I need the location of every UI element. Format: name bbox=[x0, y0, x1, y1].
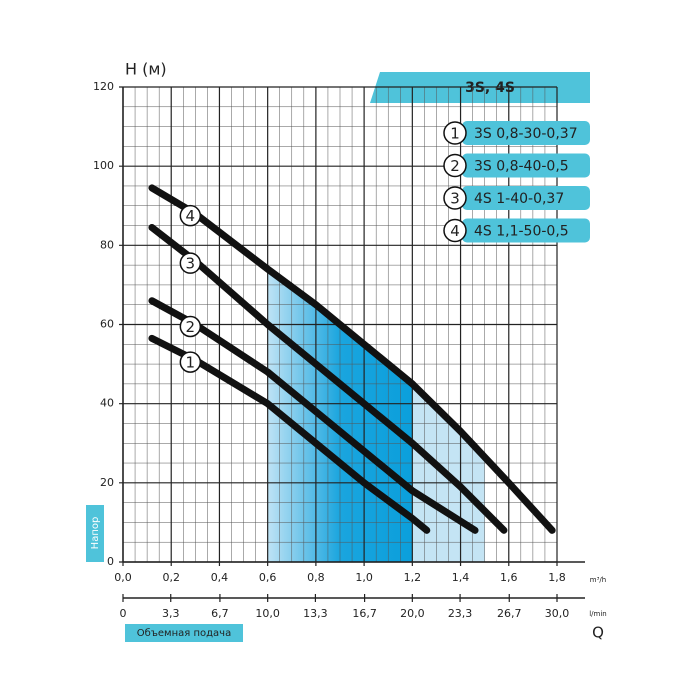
x2-unit: l/min bbox=[589, 610, 607, 618]
chart-title: 3S, 4S bbox=[465, 80, 515, 96]
x2-tick-label: 30,0 bbox=[545, 607, 570, 620]
x-tick-label: 1,6 bbox=[500, 571, 518, 584]
x-unit: m³/h bbox=[590, 576, 606, 584]
y-side-label-box bbox=[86, 505, 104, 562]
x-tick-label: 0,6 bbox=[259, 571, 277, 584]
pump-curve bbox=[148, 184, 556, 534]
legend-marker bbox=[443, 121, 467, 145]
x2-tick-label: 16,7 bbox=[352, 607, 377, 620]
x2-tick-label: 26,7 bbox=[497, 607, 522, 620]
legend-marker-label: 1 bbox=[450, 125, 460, 143]
y-tick-label: 20 bbox=[100, 476, 114, 489]
legend-box bbox=[462, 121, 590, 145]
x2-tick-label: 0 bbox=[120, 607, 127, 620]
curve-marker-label: 2 bbox=[186, 318, 196, 336]
legend-label: 4S 1-40-0,37 bbox=[474, 191, 564, 207]
pump-curve bbox=[148, 224, 508, 534]
y-tick-label: 60 bbox=[100, 318, 114, 331]
legend-box bbox=[462, 153, 590, 178]
y-tick-label: 80 bbox=[100, 238, 114, 251]
curve-marker bbox=[179, 351, 202, 373]
x2-tick-label: 10,0 bbox=[255, 607, 280, 620]
y-tick-label: 40 bbox=[100, 397, 114, 410]
legend-box bbox=[462, 218, 590, 243]
x-axis-label: Объемная подача bbox=[137, 628, 231, 639]
curve-marker-label: 1 bbox=[186, 354, 196, 372]
y-side-label: Напор bbox=[90, 517, 101, 550]
x2-tick-label: 6,7 bbox=[211, 607, 229, 620]
legend-label: 3S 0,8-30-0,37 bbox=[474, 126, 578, 142]
x-label-box bbox=[125, 624, 243, 642]
curve-marker bbox=[179, 315, 202, 338]
legend-marker-label: 3 bbox=[450, 190, 460, 208]
x-tick-label: 0,0 bbox=[114, 571, 132, 584]
x-symbol: Q bbox=[592, 624, 604, 642]
y-axis-label: H (м) bbox=[125, 60, 167, 79]
legend-marker bbox=[443, 186, 467, 210]
legend-marker-label: 2 bbox=[450, 157, 460, 175]
x-tick-label: 0,8 bbox=[307, 571, 325, 584]
x2-tick-label: 3,3 bbox=[162, 607, 180, 620]
legend-box bbox=[462, 186, 590, 210]
legend-label: 4S 1,1-50-0,5 bbox=[474, 224, 569, 240]
legend-marker bbox=[443, 153, 467, 178]
x2-tick-label: 13,3 bbox=[303, 607, 328, 620]
x-tick-label: 1,0 bbox=[355, 571, 373, 584]
x-tick-label: 0,4 bbox=[211, 571, 229, 584]
x-tick-label: 1,2 bbox=[404, 571, 422, 584]
y-tick-label: 0 bbox=[107, 555, 114, 568]
x-tick-label: 0,2 bbox=[162, 571, 180, 584]
legend-marker-label: 4 bbox=[450, 222, 460, 240]
curve-marker bbox=[179, 252, 202, 274]
curve-marker-label: 3 bbox=[186, 255, 196, 273]
legend-marker bbox=[443, 218, 467, 243]
x2-tick-label: 23,3 bbox=[448, 607, 473, 620]
y-tick-label: 120 bbox=[93, 80, 114, 93]
curve-marker bbox=[179, 204, 202, 227]
x-tick-label: 1,8 bbox=[548, 571, 566, 584]
legend-label: 3S 0,8-40-0,5 bbox=[474, 159, 569, 175]
y-tick-label: 100 bbox=[93, 159, 114, 172]
x2-tick-label: 20,0 bbox=[400, 607, 425, 620]
x-tick-label: 1,4 bbox=[452, 571, 470, 584]
curve-marker-label: 4 bbox=[186, 207, 196, 225]
